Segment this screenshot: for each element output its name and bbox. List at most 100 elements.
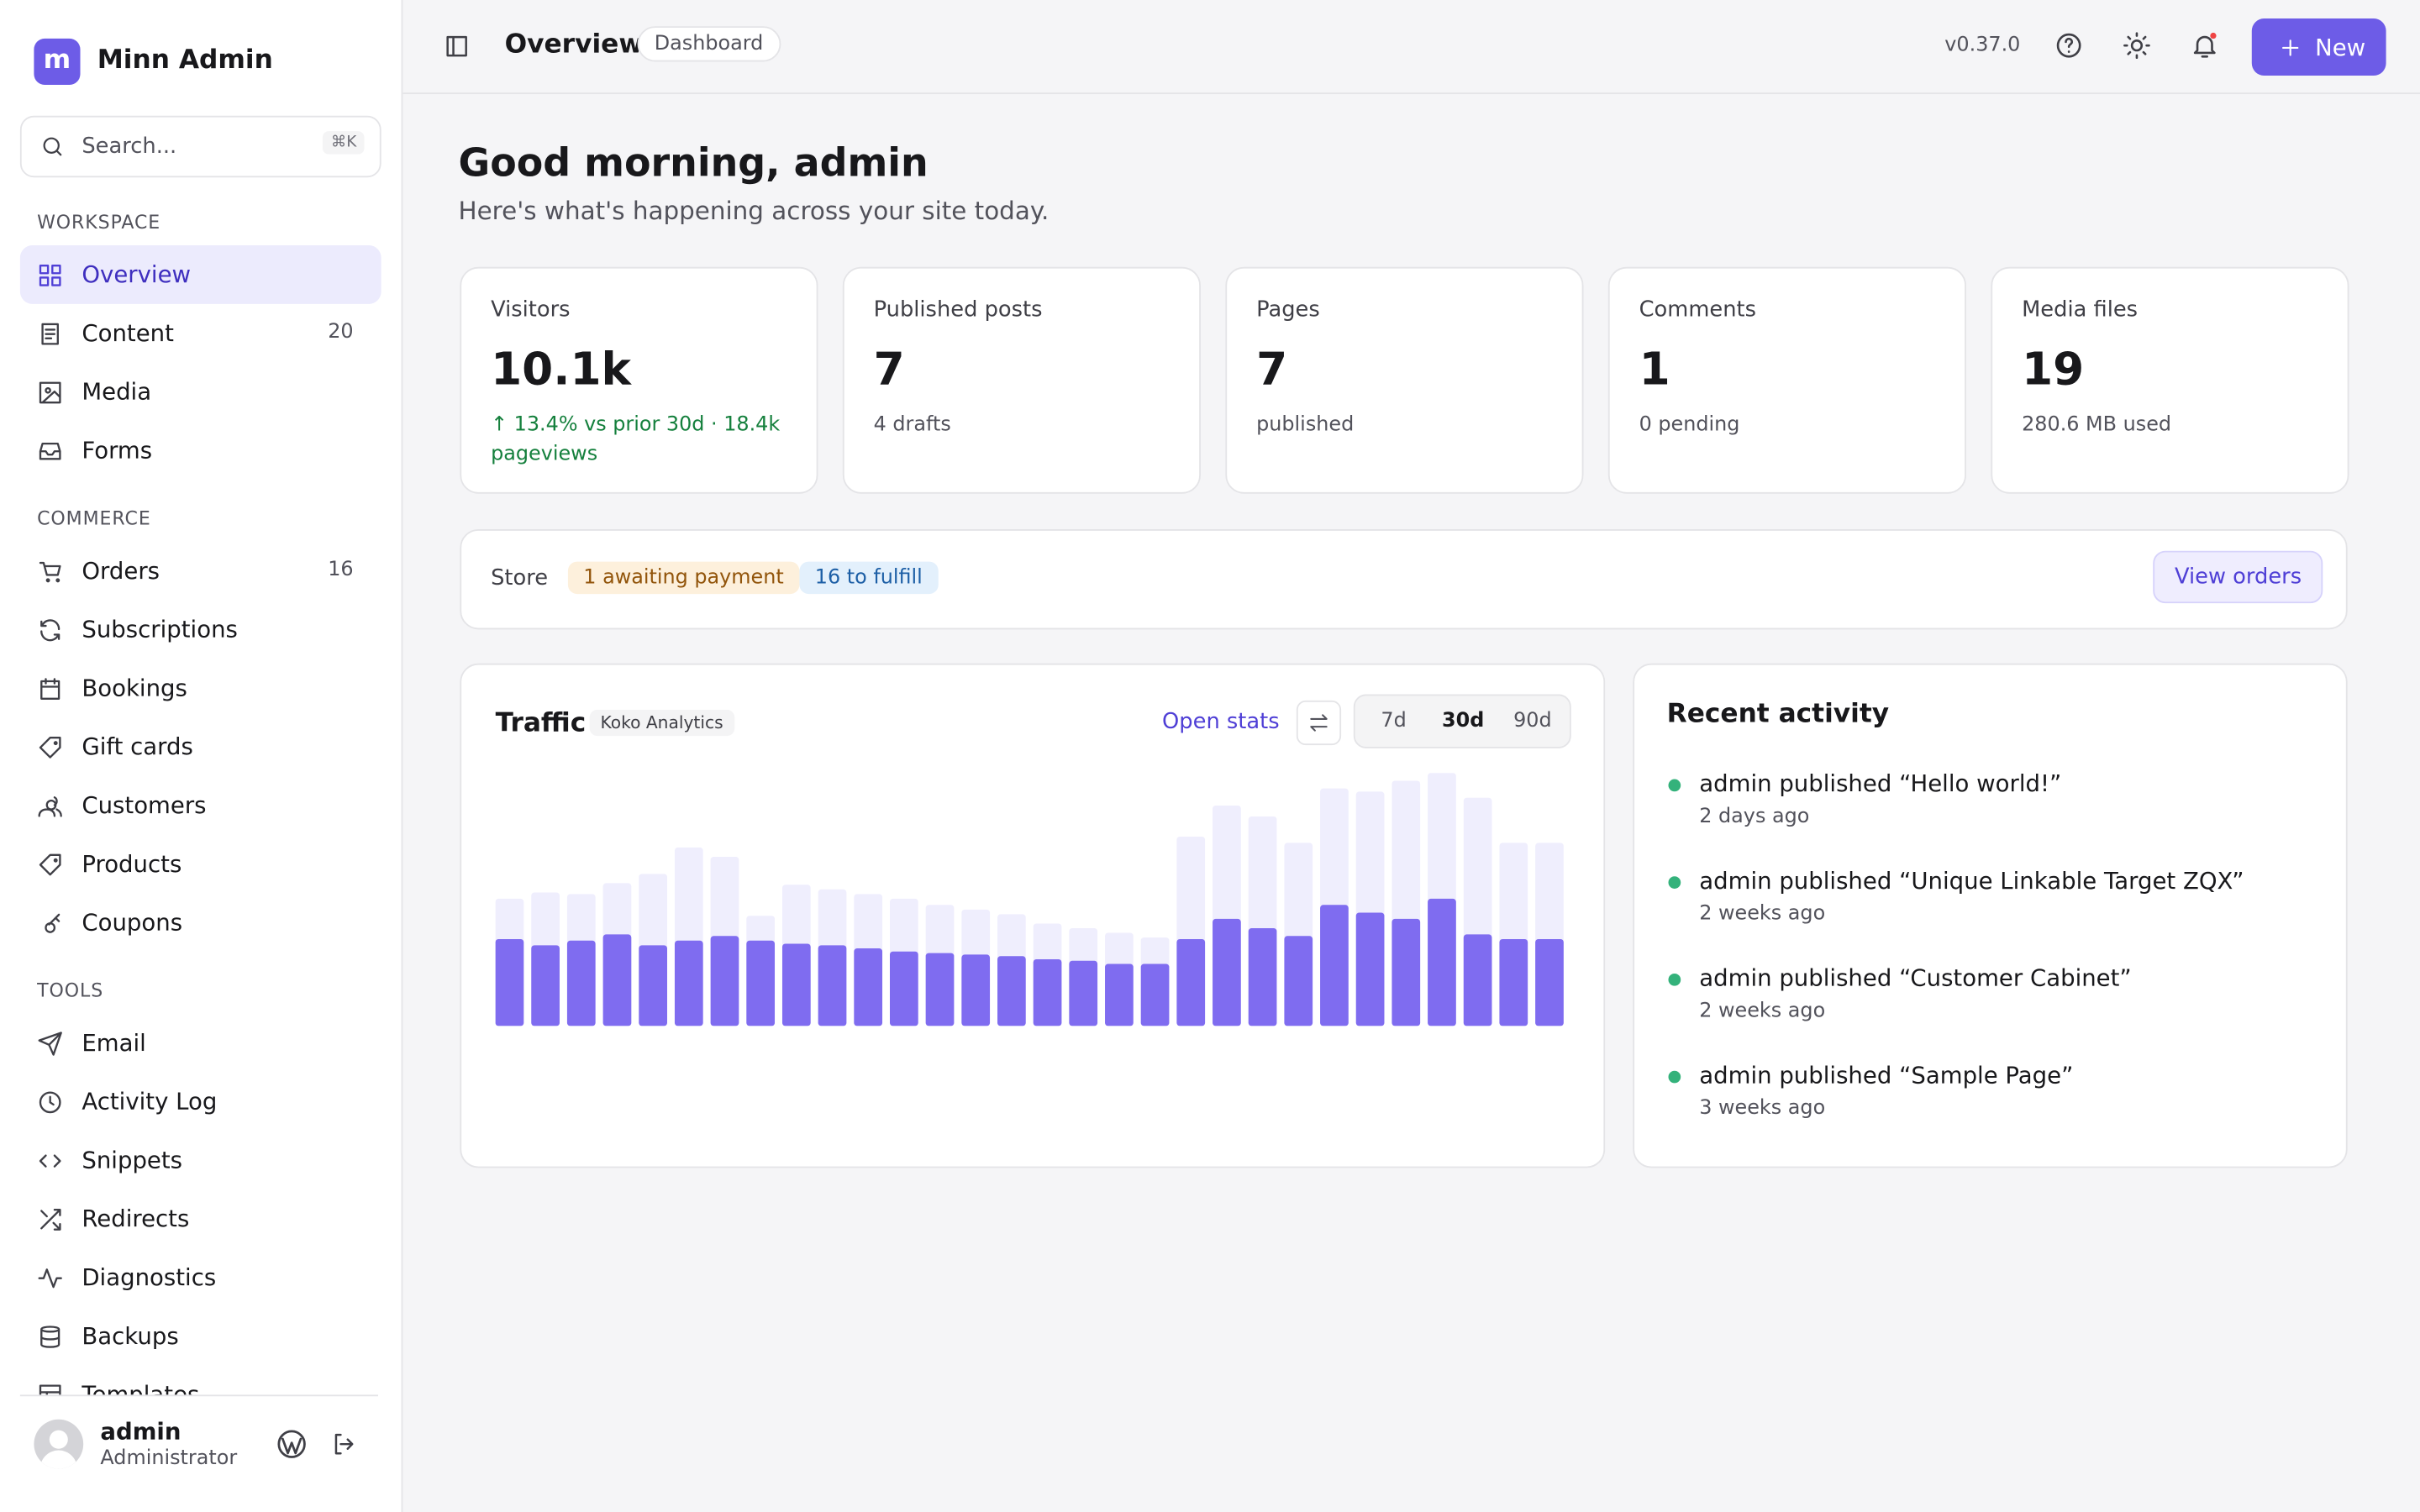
avatar-body [39, 1450, 77, 1469]
nav-item[interactable]: Backups [20, 1307, 381, 1366]
notification-dot [2210, 32, 2217, 39]
nav-item[interactable]: Bookings [20, 659, 381, 717]
bar [674, 940, 703, 1026]
traffic-chart [495, 773, 1564, 1026]
icon [40, 678, 60, 700]
icon-path [40, 1326, 60, 1348]
activity-time: 2 weeks ago [1699, 902, 1826, 927]
icon [39, 737, 61, 759]
greeting-title: Good morning, admin [458, 140, 929, 186]
icon-path [45, 913, 60, 933]
section-title: COMMERCE [37, 507, 151, 529]
nav-item[interactable]: Gift cards [20, 717, 381, 776]
new-label: New [2315, 34, 2366, 62]
icon-path [2123, 32, 2150, 60]
nav-item[interactable]: Diagnostics [20, 1248, 381, 1307]
icon [39, 561, 61, 583]
nav-label: Media [82, 377, 152, 407]
sidebar: m Minn Admin Search... ⌘K WORKSPACE Overview C… [0, 0, 403, 1512]
nav-item[interactable]: Activity Log [20, 1073, 381, 1131]
nav-item[interactable]: Media [20, 363, 381, 422]
range-option[interactable]: 30d [1430, 700, 1496, 743]
bar [639, 945, 667, 1026]
icon[interactable] [276, 1429, 308, 1460]
stat-label: Comments [1639, 297, 1756, 323]
traffic-source: Koko Analytics [589, 709, 734, 737]
icon-path [43, 137, 62, 156]
bar [1105, 963, 1134, 1026]
activity-text: admin published “Unique Linkable Target … [1699, 867, 2244, 895]
bar [746, 940, 776, 1026]
avatar [34, 1419, 84, 1469]
nav-item[interactable]: Coupons [20, 893, 381, 952]
page-badge: Dashboard [637, 26, 781, 62]
greeting-subtitle: Here's what's happening across your site… [458, 196, 1050, 226]
icon[interactable] [330, 1431, 358, 1458]
icon [40, 1326, 60, 1348]
status-dot [1668, 973, 1681, 986]
icon[interactable] [2054, 31, 2084, 60]
nav-label: Diagnostics [82, 1263, 217, 1292]
stat-card: Media files 19 280.6 MB used [1991, 266, 2349, 494]
bar [1248, 928, 1277, 1026]
icon-path [446, 35, 467, 57]
bar [818, 945, 847, 1026]
nav-item[interactable]: Content 20 [20, 304, 381, 363]
activity-time: 2 weeks ago [1699, 1000, 1826, 1023]
open-stats[interactable]: Open stats [1162, 709, 1280, 735]
activity-text: admin published “Sample Page” [1699, 1061, 2074, 1089]
search-box[interactable]: Search... ⌘K [19, 115, 381, 178]
nav-item[interactable]: Snippets [20, 1131, 381, 1189]
bar [961, 954, 991, 1026]
bar [1355, 912, 1385, 1026]
nav-label: Customers [82, 791, 207, 820]
nav-label: Products [82, 850, 182, 879]
bar [1069, 960, 1098, 1026]
nav-item[interactable]: Products [20, 835, 381, 894]
nav-label: Gift cards [82, 732, 193, 761]
stat-label: Media files [2022, 297, 2139, 323]
view-orders[interactable]: View orders [2153, 550, 2323, 604]
logo: m [34, 38, 81, 86]
bar [1535, 938, 1564, 1026]
icon [1310, 714, 1328, 732]
nav-item[interactable]: Orders 16 [20, 542, 381, 601]
nav-item[interactable]: Subscriptions [20, 600, 381, 659]
icon-path [2282, 39, 2299, 56]
status-dot [1668, 779, 1681, 792]
icon[interactable] [2123, 31, 2152, 60]
bar [602, 934, 632, 1026]
nav-label: Email [82, 1029, 146, 1058]
swap-button[interactable] [1296, 700, 1342, 746]
icon [38, 1032, 62, 1056]
stat-value: 7 [873, 342, 905, 396]
nav-item[interactable]: Email [20, 1014, 381, 1073]
icon-path [334, 1433, 354, 1455]
nav-item[interactable]: Customers [20, 776, 381, 835]
stat-value: 19 [2022, 342, 2085, 396]
nav-item[interactable]: Redirects [20, 1189, 381, 1248]
bar [495, 938, 524, 1026]
nav-label: Subscriptions [82, 615, 238, 643]
nav-item[interactable]: Overview [19, 245, 381, 304]
activity-text: admin published “Customer Cabinet” [1699, 963, 2132, 993]
icon[interactable] [443, 33, 471, 60]
range-option[interactable]: 90d [1513, 709, 1552, 733]
search-placeholder: Search... [82, 134, 177, 160]
bar [1428, 898, 1456, 1026]
stat-note: 0 pending [1639, 413, 1740, 437]
nav-label: Bookings [82, 674, 187, 702]
icon[interactable] [2190, 31, 2219, 60]
activity-card: Recent activity admin published “Hello wo… [1633, 663, 2348, 1168]
bar [854, 948, 883, 1026]
avatar-img [39, 1430, 77, 1469]
bar [781, 943, 811, 1026]
avatar-head [49, 1430, 68, 1449]
bar [710, 936, 739, 1026]
traffic-card: Traffic Koko Analytics Open stats 7d 30d 90d [460, 663, 1606, 1168]
stat-card: Visitors 10.1k ↑ 13.4% vs prior 30d · 18.4… [460, 266, 818, 494]
new-button[interactable]: New [2251, 18, 2386, 76]
nav-item[interactable]: Forms [20, 421, 381, 480]
range-option[interactable]: 7d [1381, 709, 1407, 733]
